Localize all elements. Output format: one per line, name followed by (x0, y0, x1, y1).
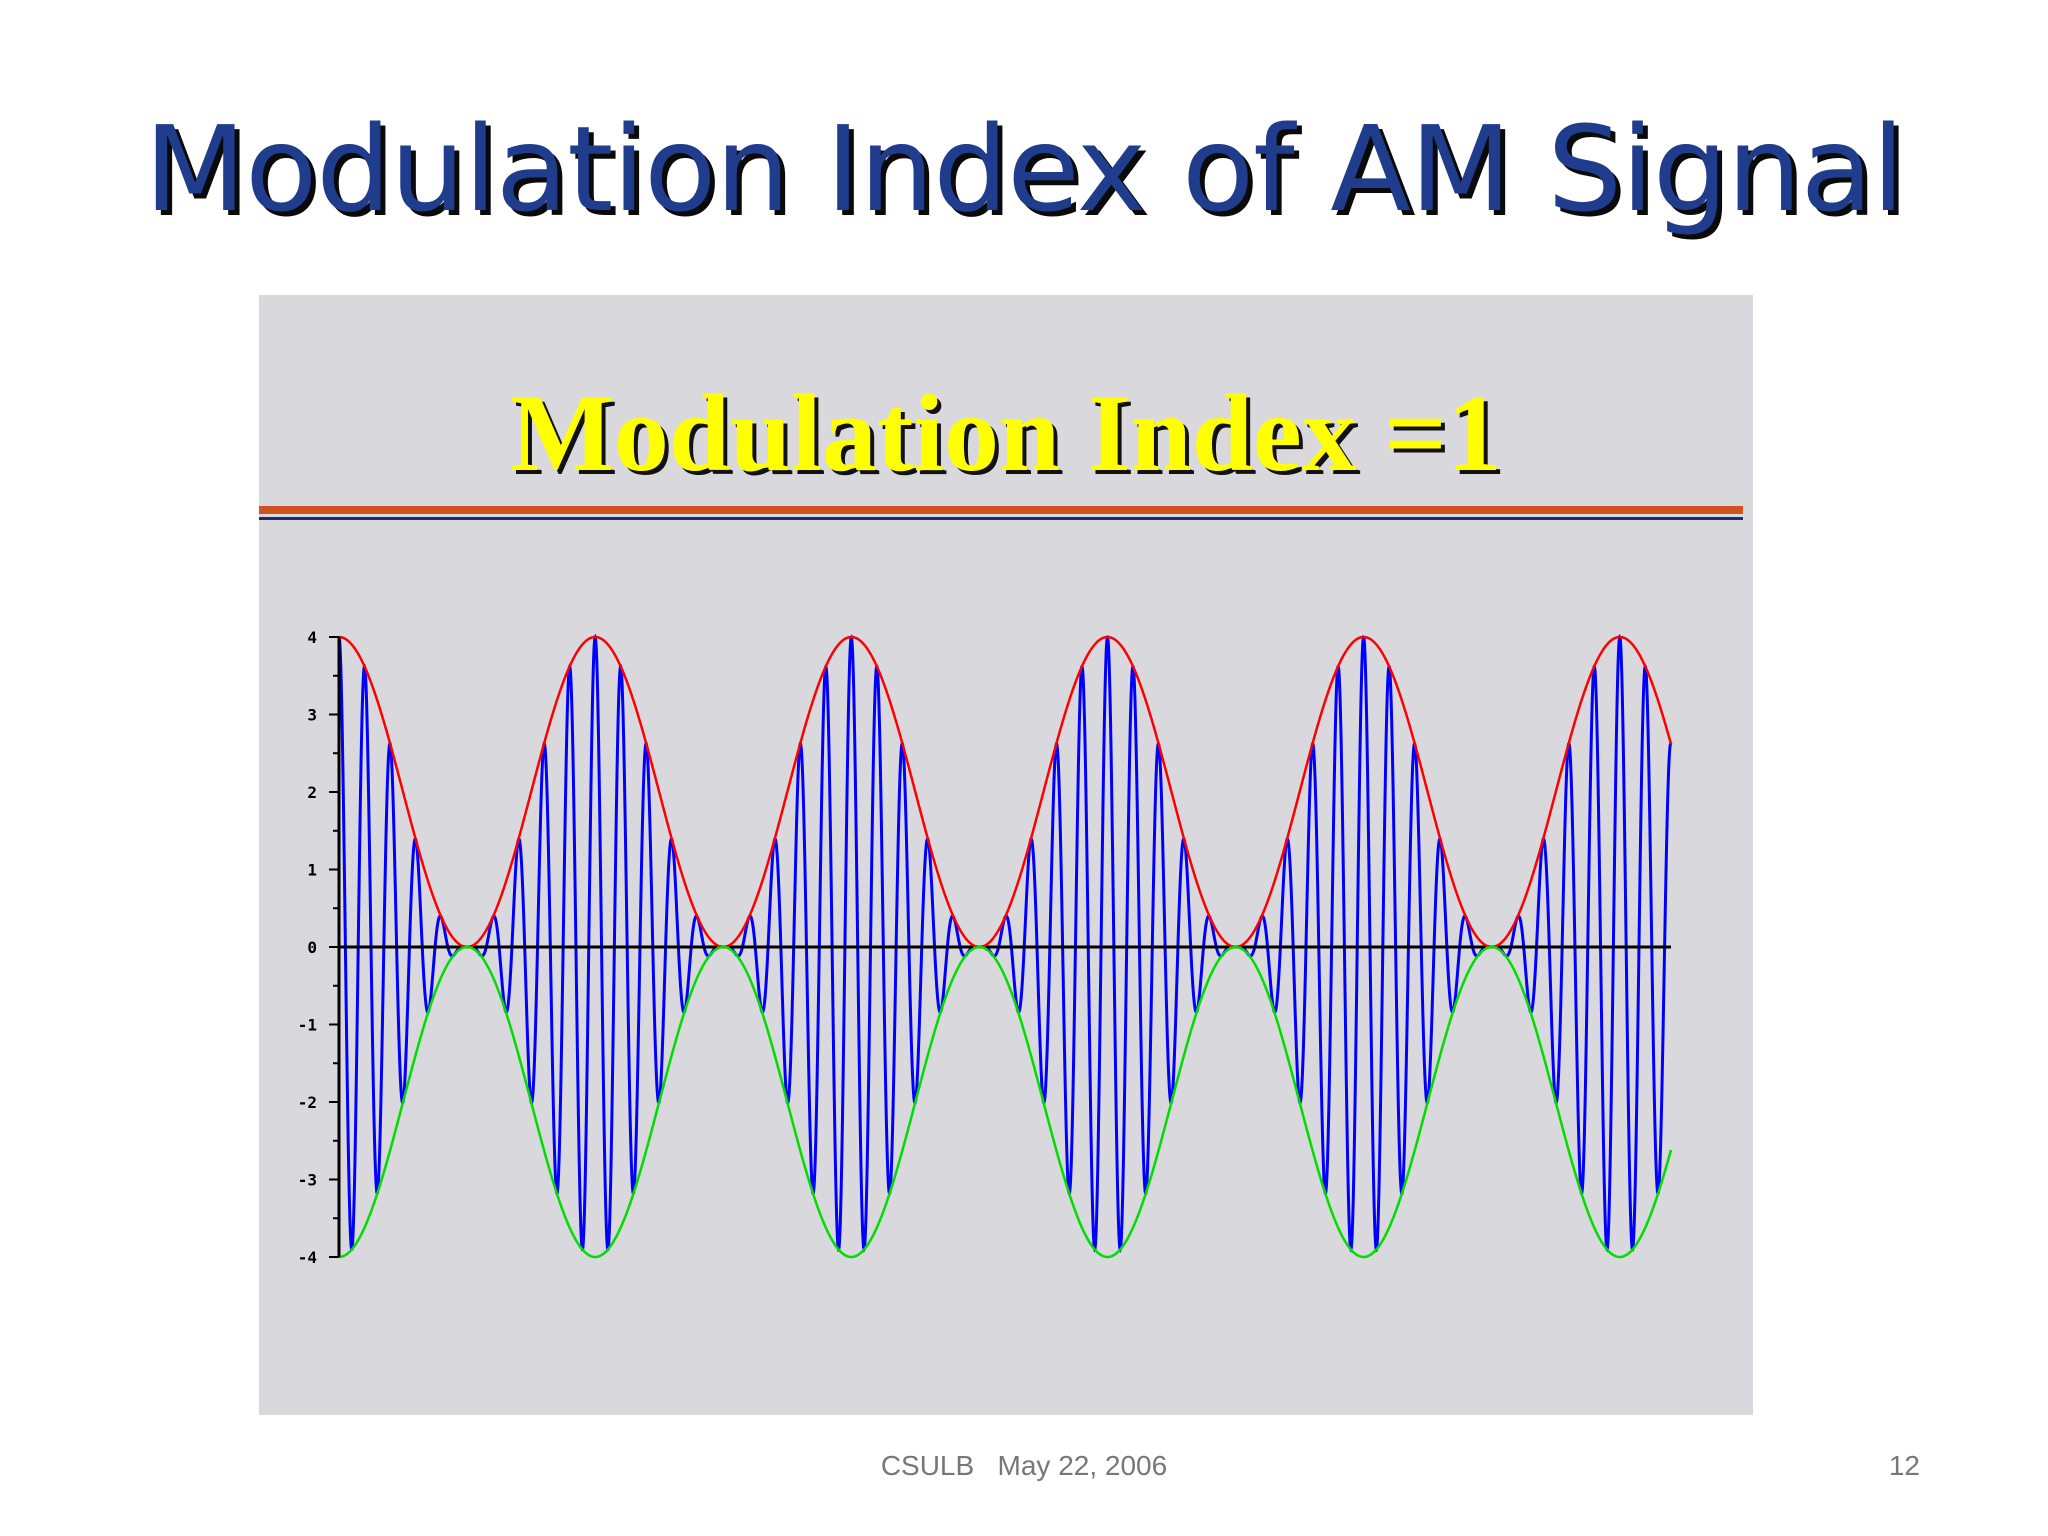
figure-title: Modulation Index =1 (510, 372, 1502, 494)
y-tick-label: -2 (298, 1093, 317, 1112)
slide-title: Modulation Index of AM Signal (144, 100, 1904, 238)
y-tick-label: -1 (298, 1016, 317, 1035)
y-tick-label: 2 (307, 783, 317, 802)
footer-text: CSULB May 22, 2006 (880, 1450, 1168, 1481)
orange-divider (259, 506, 1743, 514)
page-number: 12 (1888, 1450, 1920, 1481)
series-upper-envelope (338, 635, 1673, 949)
am-signal-plot: 4 3 2 1 0 -1 -2 -3 -4 (298, 628, 1673, 1267)
series-am-signal (337, 633, 1673, 1253)
blue-divider (259, 517, 1743, 520)
y-tick-label: 0 (307, 938, 317, 957)
y-tick-label: 3 (307, 706, 317, 725)
y-tick-label: 4 (307, 628, 317, 647)
y-tick-label: -3 (298, 1171, 317, 1190)
y-tick-label: -4 (298, 1248, 317, 1267)
figure-panel: Modulation Index =1 4 3 2 1 0 -1 -2 -3 -4 (259, 295, 1753, 1415)
series-lower-envelope (338, 945, 1673, 1259)
y-tick-label: 1 (307, 861, 317, 880)
